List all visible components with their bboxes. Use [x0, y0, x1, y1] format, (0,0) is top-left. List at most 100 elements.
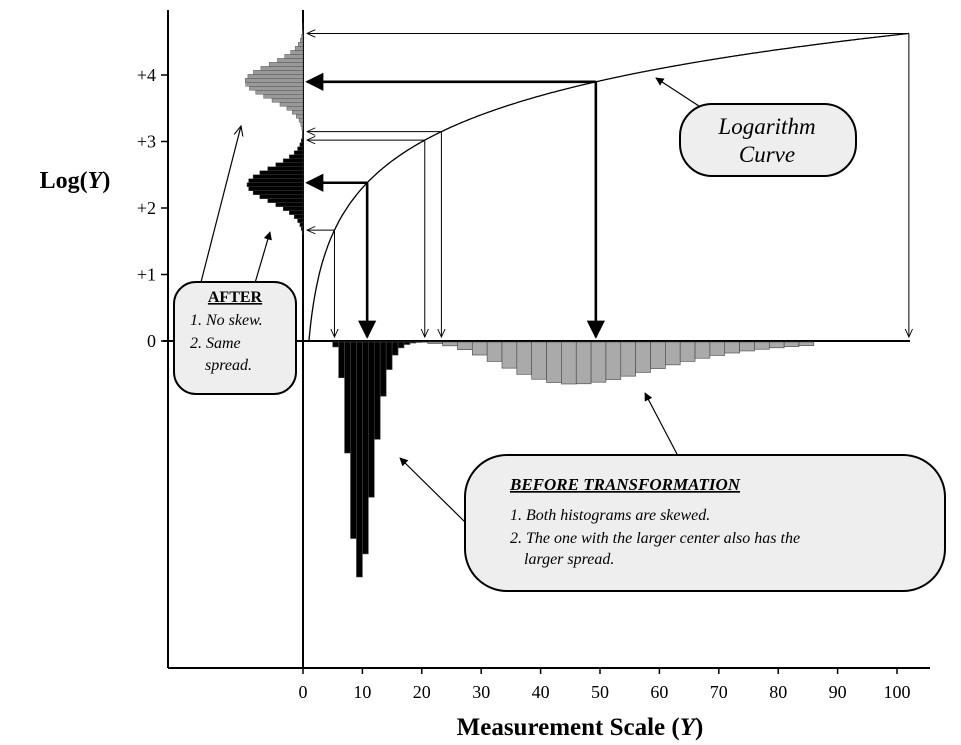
callout-title: AFTER [208, 289, 263, 306]
bar [739, 341, 755, 352]
bar [665, 341, 681, 366]
bar [282, 206, 304, 211]
bar [282, 158, 304, 163]
bar [783, 341, 800, 347]
x-tick-label: 20 [413, 682, 431, 702]
ticks: 0 10 20 30 40 50 60 70 80 90 100 0 +1 +2 +3 +4 [137, 65, 911, 702]
bar [373, 341, 381, 440]
y-tick-label: +3 [137, 132, 156, 152]
bar [297, 218, 304, 223]
bar [259, 194, 304, 199]
bar [754, 341, 770, 350]
bar [471, 341, 488, 356]
bar [338, 341, 345, 379]
bar [244, 78, 304, 83]
bar [356, 341, 363, 578]
bar [301, 230, 304, 235]
bar [267, 166, 304, 171]
callout-text: 1. No skew. [190, 312, 263, 329]
bar [403, 341, 411, 345]
bar [255, 90, 304, 95]
x-tick-label: 40 [532, 682, 550, 702]
label-part: Log( [40, 168, 88, 194]
bar [561, 341, 577, 385]
after-callout [173, 281, 297, 395]
y-tick-label: +2 [137, 198, 156, 218]
label-part: ) [102, 168, 110, 194]
bar [650, 341, 666, 369]
bar [635, 341, 651, 373]
bar [442, 341, 458, 347]
callout-text: Curve [739, 142, 795, 167]
x-tick-label: 30 [472, 682, 490, 702]
bar [279, 102, 304, 107]
label-var: Y [680, 714, 698, 741]
bar [391, 341, 399, 356]
bar [269, 62, 304, 67]
bar [293, 214, 304, 219]
bar [427, 341, 443, 344]
bar [298, 42, 304, 47]
bar [590, 341, 607, 383]
pointer [199, 126, 241, 287]
callout-title: BEFORE TRANSFORMATION [509, 475, 741, 494]
bar [249, 86, 304, 91]
projection-arrows [305, 33, 909, 339]
bar [252, 190, 304, 195]
bar [260, 66, 304, 71]
bar [296, 114, 304, 119]
bar [344, 341, 351, 454]
bar [284, 54, 304, 59]
bar [289, 154, 304, 159]
bar [575, 341, 592, 385]
bar [501, 341, 518, 369]
bar [275, 162, 304, 167]
x-tick-label: 100 [884, 682, 911, 702]
bar [302, 129, 304, 135]
x-tick-label: 80 [769, 682, 787, 702]
bar [368, 341, 375, 498]
before-callout [464, 454, 946, 592]
y-tick-label: 0 [147, 331, 156, 351]
bar [605, 341, 622, 380]
bar [379, 341, 387, 397]
bar [277, 58, 304, 63]
bar [298, 118, 304, 123]
bar [362, 341, 369, 555]
label-var: Y [88, 168, 105, 194]
bar [271, 98, 304, 103]
x-tick-label: 0 [299, 682, 308, 702]
bar [263, 94, 304, 99]
bar [546, 341, 562, 383]
bar [709, 341, 726, 356]
pointers [199, 77, 706, 524]
bar [486, 341, 503, 362]
bar [531, 341, 547, 380]
bar [292, 110, 304, 115]
bar [300, 122, 304, 127]
x-axis-label: Measurement Scale (Y) [457, 714, 704, 741]
bar [252, 174, 304, 179]
callout-text: 2. Same [190, 335, 241, 352]
bar [679, 341, 696, 362]
bar [290, 50, 304, 55]
bar [299, 142, 304, 148]
curve-callout [679, 103, 857, 177]
callout-text: larger spread. [524, 551, 614, 568]
bar [294, 46, 304, 51]
x-tick-label: 70 [710, 682, 728, 702]
y-tick-label: +1 [137, 265, 156, 285]
x-tick-label: 50 [591, 682, 609, 702]
label-part: Measurement Scale ( [457, 714, 680, 741]
bar [457, 341, 473, 350]
callout-text: 2. The one with the larger center also h… [510, 530, 800, 547]
bar [286, 106, 304, 111]
bar [397, 341, 405, 349]
bar [620, 341, 636, 377]
bar [299, 222, 304, 227]
bar [385, 341, 393, 370]
bar [694, 341, 711, 359]
bar [798, 341, 815, 346]
pointer [644, 392, 679, 457]
